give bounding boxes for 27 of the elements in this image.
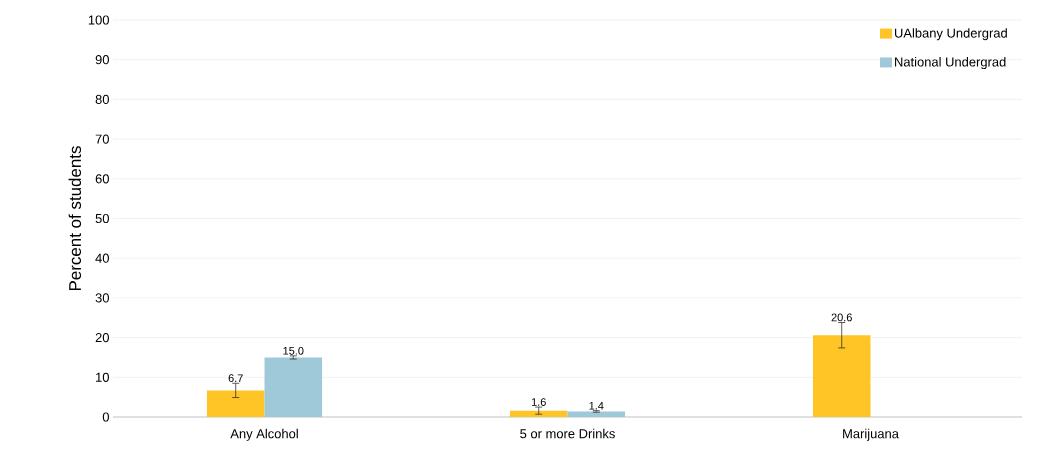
data-label: 20.6 bbox=[831, 313, 852, 322]
y-tick-label: 60 bbox=[95, 174, 109, 184]
bar bbox=[509, 410, 568, 417]
y-tick-label: 0 bbox=[102, 412, 109, 422]
y-tick-label: 20 bbox=[95, 333, 109, 343]
y-tick-label: 10 bbox=[96, 372, 109, 382]
bar bbox=[567, 411, 626, 417]
x-tick-label: 5 or more Drinks bbox=[520, 428, 615, 439]
data-label: 1.4 bbox=[589, 401, 604, 410]
data-label: 6.7 bbox=[228, 374, 243, 383]
y-tick-label: 30 bbox=[95, 293, 109, 303]
y-tick-label: 100 bbox=[88, 15, 109, 25]
bar bbox=[206, 390, 265, 417]
y-tick-label: 80 bbox=[95, 94, 109, 104]
x-tick-label: Marijuana bbox=[843, 428, 899, 441]
data-label: 15.0 bbox=[283, 346, 304, 355]
y-tick-label: 50 bbox=[95, 213, 109, 224]
bar bbox=[264, 357, 323, 417]
legend-label: UAlbany Undergrad bbox=[894, 28, 1007, 41]
x-tick-label: Any Alcohol bbox=[230, 428, 298, 441]
y-tick-label: 90 bbox=[95, 55, 109, 65]
y-tick-label: 70 bbox=[95, 134, 109, 144]
legend-label: National Undergrad bbox=[895, 57, 1006, 70]
bar bbox=[812, 335, 871, 417]
data-label: 1.6 bbox=[531, 398, 546, 406]
y-axis-title: Percent of students bbox=[68, 146, 82, 291]
y-tick-label: 40 bbox=[95, 253, 109, 263]
